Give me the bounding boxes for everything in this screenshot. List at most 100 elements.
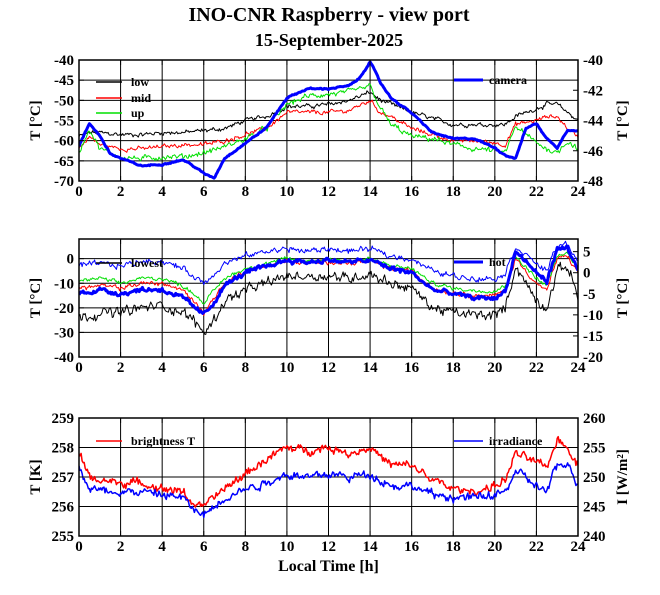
y-tick-label-left: -70 — [54, 174, 74, 190]
series-line-hot — [79, 244, 578, 315]
x-tick-label: 4 — [158, 360, 166, 376]
y-axis-label-left: T [°C] — [28, 100, 44, 140]
x-tick-label: 0 — [75, 539, 83, 555]
x-tick-label: 8 — [242, 184, 250, 200]
x-tick-label: 22 — [529, 539, 544, 555]
y-tick-label-right: 5 — [583, 245, 591, 261]
y-tick-label-left: -65 — [54, 154, 74, 170]
legend-label: low — [131, 75, 149, 89]
x-tick-label: 8 — [242, 539, 250, 555]
y-tick-label-right: -5 — [583, 287, 596, 303]
x-tick-label: 10 — [279, 184, 294, 200]
y-tick-label-left: -40 — [54, 350, 74, 366]
x-tick-label: 24 — [571, 360, 587, 376]
x-tick-label: 18 — [446, 360, 461, 376]
y-tick-label-right: -20 — [583, 350, 603, 366]
legend-label: lowest — [131, 256, 163, 270]
legend-label: irradiance — [489, 434, 543, 448]
y-axis-label-left: T [K] — [28, 459, 44, 494]
y-tick-label-left: 257 — [52, 470, 75, 486]
x-tick-label: 6 — [200, 360, 208, 376]
y-tick-label-left: 259 — [52, 411, 75, 427]
y-tick-label-left: -45 — [54, 73, 74, 89]
x-tick-label: 20 — [487, 360, 502, 376]
x-tick-label: 2 — [117, 360, 125, 376]
y-tick-label-left: 0 — [67, 252, 75, 268]
series-line-brightness-T — [79, 435, 578, 508]
y-tick-label-left: -20 — [54, 301, 74, 317]
y-tick-label-right: 240 — [583, 529, 606, 545]
x-tick-label: 6 — [200, 184, 208, 200]
x-tick-label: 4 — [158, 539, 166, 555]
x-tick-label: 2 — [117, 539, 125, 555]
legend-label: hot — [489, 255, 506, 269]
y-axis-label-left: T [°C] — [28, 278, 44, 318]
legend-label: mid — [131, 91, 151, 105]
x-tick-label: 6 — [200, 539, 208, 555]
series-line-lowest — [79, 261, 578, 335]
x-tick-label: 10 — [279, 539, 294, 555]
y-tick-label-left: -40 — [54, 53, 74, 69]
x-tick-label: 14 — [363, 184, 379, 200]
series-line-mid — [79, 254, 578, 316]
x-tick-label: 24 — [571, 184, 587, 200]
y-tick-label-left: -55 — [54, 114, 74, 130]
y-axis-label-right: T [°C] — [615, 100, 631, 140]
chart-panel-middle: 0 2 4 6 8 10 12 14 16 18 20 22 24-40-30-20-100-20-15… — [28, 238, 631, 376]
x-tick-label: 22 — [529, 360, 544, 376]
x-tick-label: 12 — [321, 184, 336, 200]
y-tick-label-right: -48 — [583, 174, 603, 190]
legend-label: up — [131, 106, 145, 120]
series-group — [79, 240, 578, 335]
y-tick-label-right: 245 — [583, 500, 606, 516]
chart-date: 15-September-2025 — [255, 30, 403, 50]
x-tick-label: 8 — [242, 360, 250, 376]
y-tick-label-right: 0 — [583, 266, 591, 282]
y-axis-label-right: I [W/m²] — [615, 449, 631, 505]
y-tick-label-left: -50 — [54, 93, 74, 109]
x-tick-label: 14 — [363, 539, 379, 555]
chart-title: INO-CNR Raspberry - view port — [188, 4, 469, 26]
series-group — [79, 60, 578, 180]
legend-label: brightness T — [131, 434, 195, 448]
x-tick-label: 18 — [446, 184, 461, 200]
y-tick-label-left: 255 — [52, 529, 75, 545]
x-tick-label: 0 — [75, 360, 83, 376]
y-tick-label-left: -30 — [54, 325, 74, 341]
chart-panel-bottom: 0 2 4 6 8 10 12 14 16 18 20 22 242552562572582592402… — [28, 411, 631, 575]
x-tick-label: 16 — [404, 184, 420, 200]
x-tick-label: 12 — [321, 360, 336, 376]
x-tick-label: 18 — [446, 539, 461, 555]
x-tick-label: 20 — [487, 184, 502, 200]
y-axis-label-right: T [°C] — [615, 278, 631, 318]
y-tick-label-right: 250 — [583, 470, 606, 486]
x-tick-label: 20 — [487, 539, 502, 555]
y-tick-label-right: 255 — [583, 441, 606, 457]
x-axis-label: Local Time [h] — [278, 558, 379, 575]
y-tick-label-right: -44 — [583, 114, 603, 130]
x-tick-label: 0 — [75, 184, 83, 200]
y-tick-label-left: 256 — [52, 500, 75, 516]
x-tick-label: 10 — [279, 360, 294, 376]
series-line-mid — [79, 99, 578, 153]
y-tick-label-right: -46 — [583, 144, 603, 160]
x-tick-label: 2 — [117, 184, 125, 200]
series-line-camera — [79, 60, 578, 180]
x-tick-label: 16 — [404, 360, 420, 376]
series-line-low — [79, 90, 578, 138]
y-tick-label-right: 260 — [583, 411, 606, 427]
series-line-unlabeled — [79, 240, 578, 286]
x-tick-label: 4 — [158, 184, 166, 200]
x-tick-label: 22 — [529, 184, 544, 200]
x-tick-label: 16 — [404, 539, 420, 555]
y-tick-label-right: -40 — [583, 53, 603, 69]
legend-label: camera — [489, 73, 527, 87]
y-tick-label-right: -42 — [583, 83, 603, 99]
y-tick-label-left: -60 — [54, 134, 74, 150]
y-tick-label-left: 258 — [52, 441, 75, 457]
y-tick-label-right: -15 — [583, 329, 603, 345]
y-tick-label-left: -10 — [54, 276, 74, 292]
x-tick-label: 24 — [571, 539, 587, 555]
x-tick-label: 12 — [321, 539, 336, 555]
